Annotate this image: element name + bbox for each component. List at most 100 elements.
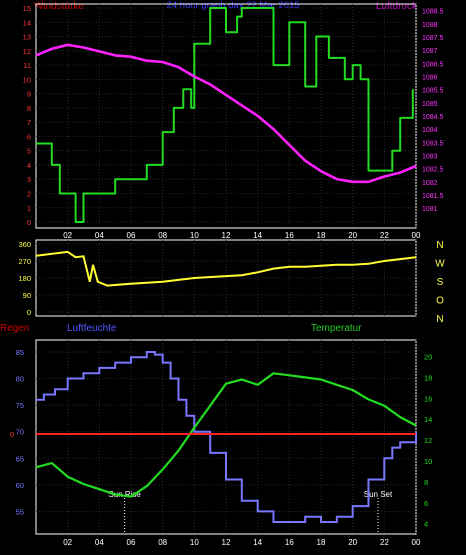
direction-tick-label: 90 bbox=[23, 291, 31, 300]
humidity-tick-label: 80 bbox=[16, 375, 24, 384]
wind-tick-label: 15 bbox=[23, 4, 31, 13]
rain-tick-label: 0 bbox=[10, 430, 14, 439]
x-tick-label: 20 bbox=[348, 538, 357, 547]
humidity-tick-label: 65 bbox=[16, 454, 24, 463]
pressure-tick-label: 1082.5 bbox=[422, 167, 444, 174]
compass-label: N bbox=[436, 314, 443, 325]
x-tick-label: 16 bbox=[285, 538, 294, 547]
x-tick-label: 08 bbox=[158, 538, 167, 547]
x-tick-label: 22 bbox=[380, 231, 389, 240]
x-ticks: 02 04 06 08 10 12 14 16 18 20 22 00 bbox=[63, 231, 421, 240]
temperature-axis-title: Temperatur bbox=[311, 323, 362, 334]
x-tick-label: 10 bbox=[190, 231, 199, 240]
temperature-tick-label: 16 bbox=[424, 394, 432, 403]
wind-speed-line bbox=[36, 7, 414, 223]
x-tick-label: 14 bbox=[253, 538, 262, 547]
temperature-line bbox=[35, 372, 417, 498]
pressure-tick-label: 1082 bbox=[422, 180, 438, 187]
temperature-tick-label: 14 bbox=[424, 415, 432, 424]
wind-tick-label: 11 bbox=[23, 61, 31, 70]
x-tick-label: 00 bbox=[412, 538, 421, 547]
x-tick-label: 08 bbox=[158, 231, 167, 240]
humidity-line bbox=[36, 351, 417, 523]
wind-tick-label: 7 bbox=[27, 118, 31, 127]
direction-degree-ticks: 0 90 180 270 360 bbox=[18, 240, 31, 317]
wind-tick-label: 5 bbox=[27, 147, 31, 156]
x-tick-label: 20 bbox=[348, 231, 357, 240]
wind-direction-line bbox=[35, 250, 417, 287]
pressure-tick-label: 1086 bbox=[422, 74, 438, 81]
x-tick-label: 02 bbox=[63, 538, 72, 547]
pressure-tick-label: 1087 bbox=[422, 48, 438, 55]
direction-tick-label: 0 bbox=[27, 308, 31, 317]
pressure-tick-label: 1085 bbox=[422, 101, 438, 108]
wind-tick-label: 8 bbox=[27, 104, 31, 113]
x-tick-label: 10 bbox=[190, 538, 199, 547]
x-tick-label: 18 bbox=[317, 231, 326, 240]
pressure-tick-label: 1086.5 bbox=[422, 61, 444, 68]
x-tick-label: 06 bbox=[127, 231, 136, 240]
x-tick-label: 22 bbox=[380, 538, 389, 547]
pressure-ticks: 1081 1081.5 1082 1082.5 1083 1083.5 1084 1084.5… bbox=[422, 9, 444, 213]
wind-tick-label: 13 bbox=[23, 33, 31, 42]
temperature-tick-label: 12 bbox=[424, 436, 432, 445]
pressure-tick-label: 1083 bbox=[422, 153, 438, 160]
compass-label: N bbox=[436, 240, 443, 251]
series bbox=[35, 351, 417, 523]
sunset-label: Sun Set bbox=[364, 490, 393, 499]
wind-tick-label: 12 bbox=[23, 47, 31, 56]
pressure-tick-label: 1084.5 bbox=[422, 114, 444, 121]
pressure-tick-label: 1087.5 bbox=[422, 35, 444, 42]
pressure-tick-label: 1081 bbox=[422, 206, 438, 213]
annotations: Sun Rise Sun Set bbox=[108, 490, 393, 534]
wind-tick-label: 10 bbox=[23, 75, 31, 84]
wind-tick-label: 4 bbox=[27, 161, 31, 170]
wind-tick-label: 2 bbox=[27, 189, 31, 198]
direction-tick-label: 270 bbox=[18, 257, 31, 266]
grid bbox=[36, 340, 417, 534]
chart-title: 24 hour graph day 22 Mar 2015 bbox=[166, 0, 299, 11]
wind-tick-label: 0 bbox=[27, 218, 31, 227]
humidity-ticks: 55 60 65 70 75 80 85 0 bbox=[10, 348, 24, 516]
x-tick-label: 16 bbox=[285, 231, 294, 240]
humidity-tick-label: 75 bbox=[16, 401, 24, 410]
wind-pressure-panel: Windstärke 24 hour graph day 22 Mar 2015… bbox=[23, 0, 444, 240]
series bbox=[35, 250, 417, 287]
pressure-tick-label: 1081.5 bbox=[422, 193, 444, 200]
x-tick-label: 04 bbox=[95, 231, 104, 240]
x-tick-label: 00 bbox=[412, 231, 421, 240]
grid bbox=[36, 240, 417, 316]
pressure-tick-label: 1088.5 bbox=[422, 9, 444, 16]
wind-tick-label: 9 bbox=[27, 90, 31, 99]
pressure-tick-label: 1084 bbox=[422, 127, 438, 134]
compass-label: S bbox=[437, 277, 444, 288]
humidity-tick-label: 55 bbox=[16, 507, 24, 516]
x-tick-label: 14 bbox=[253, 231, 262, 240]
temperature-tick-label: 4 bbox=[424, 520, 428, 529]
humidity-tick-label: 70 bbox=[16, 428, 24, 437]
humidity-tick-label: 60 bbox=[16, 481, 24, 490]
compass-label: O bbox=[436, 296, 444, 307]
compass-label: W bbox=[435, 259, 445, 270]
temperature-tick-label: 20 bbox=[424, 353, 432, 362]
wind-tick-label: 3 bbox=[27, 175, 31, 184]
x-tick-label: 02 bbox=[63, 231, 72, 240]
direction-tick-label: 360 bbox=[18, 240, 31, 249]
wind-tick-label: 14 bbox=[23, 18, 31, 27]
temperature-ticks: 4 6 8 10 12 14 16 18 20 bbox=[424, 353, 432, 529]
rain-axis-title: Regen bbox=[0, 323, 29, 334]
humidity-axis-title: Luftfeuchte bbox=[67, 323, 117, 334]
sunrise-label: Sun Rise bbox=[108, 490, 141, 499]
humidity-tick-label: 85 bbox=[16, 348, 24, 357]
wind-tick-label: 6 bbox=[27, 132, 31, 141]
pressure-tick-label: 1088 bbox=[422, 22, 438, 29]
wind-tick-label: 1 bbox=[27, 204, 31, 213]
x-ticks: 02 04 06 08 10 12 14 16 18 20 22 00 bbox=[63, 538, 421, 547]
temperature-tick-label: 6 bbox=[424, 499, 428, 508]
temperature-tick-label: 10 bbox=[424, 457, 432, 466]
humidity-temperature-panel: Regen Luftfeuchte Temperatur 55606570758… bbox=[0, 323, 432, 547]
x-tick-label: 04 bbox=[95, 538, 104, 547]
